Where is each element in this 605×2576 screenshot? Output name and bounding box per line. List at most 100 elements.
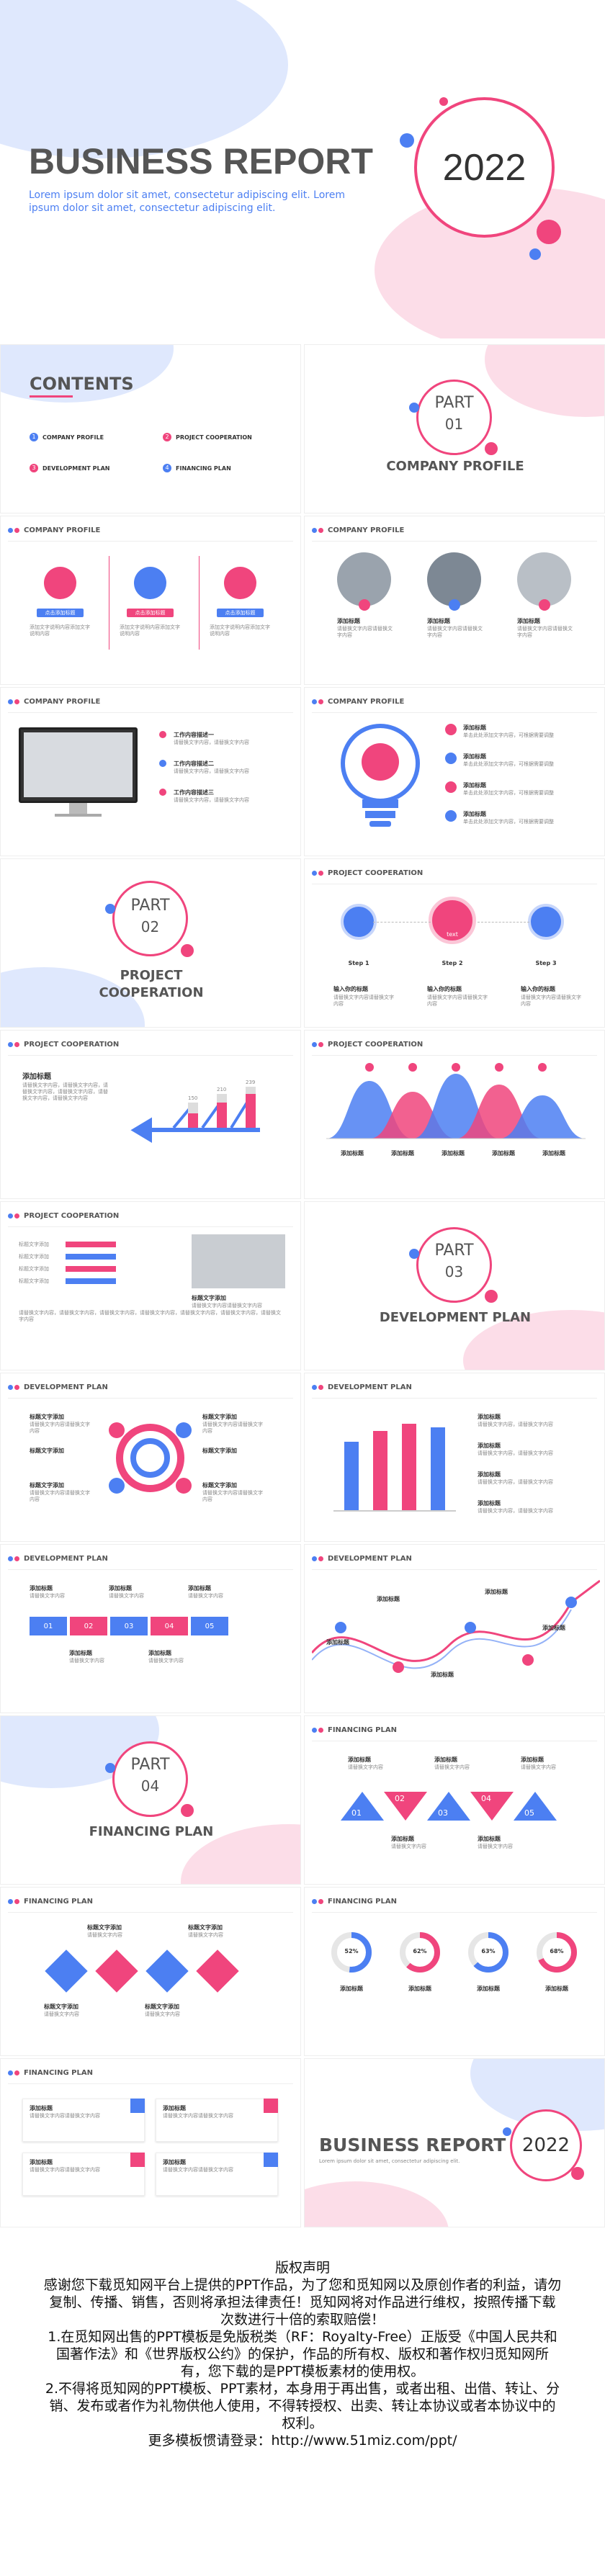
decor: 添加标题 — [337, 618, 360, 624]
decor — [445, 810, 457, 822]
decor — [8, 1226, 293, 1227]
decor: FINANCING PLAN — [8, 2069, 93, 2077]
decor — [264, 2153, 278, 2167]
decor — [514, 1792, 557, 1821]
decor — [130, 1116, 153, 1131]
decor: 添加标题 — [148, 1650, 171, 1656]
decor — [8, 1385, 19, 1390]
decor: 02 — [70, 1617, 107, 1635]
decor: 添加标题 — [30, 2105, 53, 2111]
decor — [312, 871, 317, 876]
decor: FINANCING PLAN — [328, 1726, 397, 1734]
decor: 添加标题 — [69, 1650, 92, 1656]
decor: 请替换文字内容 — [87, 1932, 122, 1938]
decor: 请替换文字内容 — [478, 1844, 513, 1849]
part-03-slide: PART 03 DEVELOPMENT PLAN — [304, 1201, 605, 1370]
decor — [537, 220, 561, 244]
decor — [192, 1234, 285, 1288]
decor: 请替换文字内容，请替换文字内容 — [174, 768, 249, 774]
contents-item: 2 PROJECT COOPERATION — [163, 433, 252, 441]
decor — [8, 1385, 13, 1390]
decor — [8, 1213, 13, 1219]
decor — [312, 712, 597, 713]
decor: 添加标题 — [188, 1585, 211, 1592]
decor: 请替换文字内容 — [188, 1593, 223, 1599]
decor: 标题文字添加 — [202, 1448, 237, 1454]
cover-year: 2022 — [442, 146, 526, 189]
decor — [503, 2127, 511, 2136]
decor — [130, 2099, 145, 2113]
decor: PROJECT COOPERATION — [176, 434, 252, 441]
decor — [8, 541, 293, 542]
decor — [485, 442, 498, 455]
decor: 02 — [395, 1794, 405, 1803]
decor — [373, 922, 431, 923]
development-plan-slide-c: DEVELOPMENT PLAN 01 02 03 04 05 添加标题 添加标… — [0, 1544, 301, 1713]
decor — [181, 1804, 194, 1817]
decor — [409, 1249, 419, 1259]
decor — [341, 1792, 384, 1821]
decor: 添加标题 — [463, 753, 486, 760]
decor — [312, 699, 323, 704]
decor: 添加标题 — [431, 1671, 454, 1678]
copyright-more-link[interactable]: 更多模板惯请登录：http://www.51miz.com/ppt/ — [148, 2433, 457, 2449]
decor — [485, 1290, 498, 1303]
decor — [529, 248, 541, 260]
decor: 03 — [110, 1617, 148, 1635]
decor — [159, 731, 166, 738]
decor: 请替换文字内容请替换文字内容 — [517, 626, 573, 638]
decor: 请替换文字内容，请替换文字内容 — [478, 1479, 553, 1485]
decor — [45, 1949, 88, 1993]
decor: 添加标题 — [434, 1756, 457, 1763]
donut-chart — [331, 1932, 372, 1973]
contents-title: CONTENTS — [30, 374, 134, 394]
decor: 标题文字添加 — [145, 2003, 179, 2010]
decor — [95, 1949, 138, 1993]
copyright-title: 版权声明 — [274, 2260, 330, 2276]
decor: FINANCING PLAN — [328, 1898, 397, 1906]
decor: PROJECT COOPERATION — [24, 1041, 120, 1049]
decor — [246, 1094, 256, 1128]
decor — [312, 1899, 317, 1904]
decor: 添加标题 — [478, 1471, 501, 1478]
decor: 03 — [438, 1808, 448, 1818]
decor: PROJECT COOPERATION — [312, 869, 423, 877]
decor — [8, 2083, 293, 2084]
decor: 标题文字添加 — [19, 1242, 49, 1247]
part-02-slide: PART 02 PROJECT COOPERATION — [0, 858, 301, 1028]
decor: DEVELOPMENT PLAN — [312, 1555, 412, 1563]
decor — [0, 0, 288, 158]
donut-chart — [400, 1932, 440, 1973]
decor: 2022 — [510, 2109, 582, 2181]
decor: 添加标题 — [341, 1150, 364, 1157]
decor: 添加标题 — [391, 1150, 414, 1157]
decor: 添加标题 — [391, 1836, 414, 1842]
decor — [130, 2153, 145, 2167]
decor — [445, 781, 457, 793]
decor: 请替换文字内容 — [44, 2011, 79, 2017]
part-03-title: DEVELOPMENT PLAN — [379, 1310, 532, 1325]
decor: 添加标题 — [478, 1414, 501, 1420]
decor — [66, 1242, 116, 1247]
decor: 添加标题 — [30, 1585, 53, 1592]
decor — [312, 1055, 597, 1056]
decor — [312, 1398, 597, 1399]
decor — [318, 699, 323, 704]
decor: 单击此处添加文字内容，可根据需要调整 — [463, 732, 554, 738]
decor — [369, 821, 391, 827]
decor — [312, 871, 323, 876]
decor: 请替换文字内容请替换文字内容 — [30, 2113, 100, 2119]
decor — [465, 1622, 476, 1633]
decor — [470, 1792, 514, 1821]
decor: 添加标题 — [463, 724, 486, 731]
decor: 添加标题 — [521, 1756, 544, 1763]
decor: 标题文字添加 — [30, 1414, 64, 1420]
decor: 添加标题 — [517, 618, 540, 624]
decor — [402, 1424, 416, 1510]
decor: 3 — [30, 464, 38, 472]
decor: 添加标题 — [163, 2159, 186, 2166]
decor: COMPANY PROFILE — [24, 526, 101, 534]
triangle-steps — [341, 1792, 557, 1821]
decor — [8, 712, 293, 713]
decor: 点击添加标题 — [217, 609, 264, 617]
